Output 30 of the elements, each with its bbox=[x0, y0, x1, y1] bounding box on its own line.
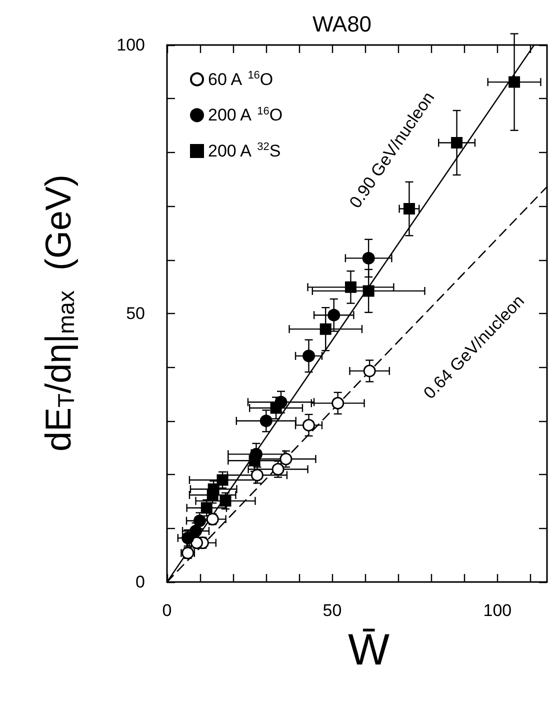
point bbox=[280, 452, 292, 466]
point bbox=[206, 489, 218, 501]
x-tick-label: 0 bbox=[162, 601, 172, 620]
y-tick-label: 50 bbox=[126, 304, 145, 323]
point bbox=[320, 323, 332, 335]
point bbox=[328, 308, 340, 322]
chart-title: WA80 bbox=[312, 12, 372, 36]
point bbox=[508, 76, 520, 88]
point bbox=[403, 203, 415, 215]
y-axis-title: dET/dη|max (GeV) bbox=[38, 174, 80, 452]
point bbox=[260, 414, 272, 428]
point bbox=[344, 281, 356, 293]
point bbox=[182, 532, 194, 544]
y-tick-label: 0 bbox=[136, 572, 145, 592]
x-tick-label: 50 bbox=[322, 601, 342, 620]
point bbox=[451, 136, 463, 148]
x-tick-label: 100 bbox=[483, 601, 512, 620]
point bbox=[216, 474, 228, 486]
point bbox=[193, 514, 206, 528]
point bbox=[332, 396, 344, 410]
point bbox=[362, 285, 374, 297]
point bbox=[302, 418, 316, 432]
point bbox=[302, 350, 316, 362]
x-axis-title: W̄ bbox=[348, 626, 390, 674]
y-tick-label: 100 bbox=[116, 36, 145, 54]
point bbox=[200, 502, 212, 514]
point bbox=[362, 252, 375, 264]
point bbox=[363, 364, 376, 378]
point bbox=[274, 396, 288, 408]
point bbox=[220, 495, 232, 507]
